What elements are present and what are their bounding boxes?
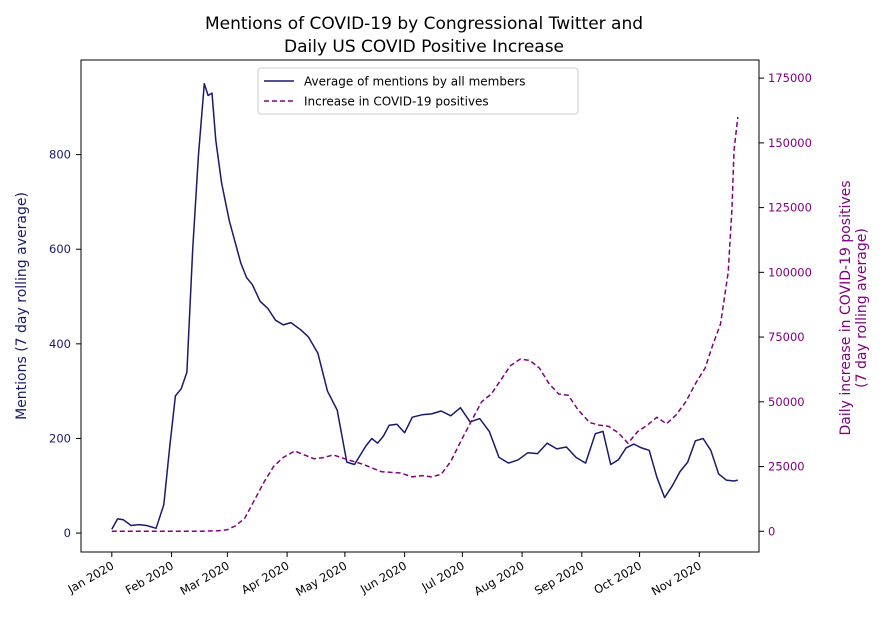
x-tick-label: Apr 2020 xyxy=(239,558,292,597)
series-lines xyxy=(111,82,739,533)
legend-box xyxy=(257,67,579,115)
chart-title-line-1: Mentions of COVID-19 by Congressional Tw… xyxy=(205,14,643,34)
legend-label-mentions: Average of mentions by all members xyxy=(304,75,526,89)
y-right-tick-label: 150000 xyxy=(768,136,812,150)
legend: Average of mentions by all members Incre… xyxy=(257,67,579,115)
y-left-tick-label: 0 xyxy=(64,526,71,540)
x-tick-label: Aug 2020 xyxy=(472,558,527,598)
series-line-mentions xyxy=(111,82,738,530)
y-left-tick-label: 800 xyxy=(49,148,71,162)
x-tick-label: May 2020 xyxy=(293,558,349,598)
x-tick-label: Jul 2020 xyxy=(418,558,466,594)
y-left-tick-label: 200 xyxy=(49,431,71,445)
y-axis-left: 0 200 400 600 800 xyxy=(49,148,81,540)
x-tick-label: Jun 2020 xyxy=(357,558,409,596)
y-left-tick-label: 600 xyxy=(49,242,71,256)
y-axis-right-label: Daily increase in COVID-19 positives (7 … xyxy=(838,180,870,435)
x-tick-label: Mar 2020 xyxy=(178,558,232,597)
chart-title: Mentions of COVID-19 by Congressional Tw… xyxy=(205,14,643,57)
x-tick-label: Oct 2020 xyxy=(591,558,644,597)
chart-title-line-2: Daily US COVID Positive Increase xyxy=(284,37,564,57)
plot-area xyxy=(80,59,760,553)
y-right-tick-label: 100000 xyxy=(768,265,812,279)
y-right-tick-label: 0 xyxy=(768,524,775,538)
y-axis-left-label: Mentions (7 day rolling average) xyxy=(14,192,30,420)
y-axis-right-label-line-1: Daily increase in COVID-19 positives xyxy=(838,180,854,435)
x-tick-label: Feb 2020 xyxy=(123,558,176,597)
y-axis-right: 0 25000 50000 75000 100000 125000 150000 175000 xyxy=(759,71,812,538)
x-tick-label: Sep 2020 xyxy=(532,558,586,597)
series-line-positives xyxy=(111,116,739,533)
x-tick-label: Nov 2020 xyxy=(649,558,704,598)
y-right-tick-label: 125000 xyxy=(768,201,812,215)
y-right-tick-label: 25000 xyxy=(768,460,805,474)
y-axis-right-label-line-2: (7 day rolling average) xyxy=(854,228,870,388)
y-left-tick-label: 400 xyxy=(49,337,71,351)
x-axis: Jan 2020 Feb 2020 Mar 2020 Apr 2020 May 2020… xyxy=(65,552,704,599)
y-right-tick-label: 50000 xyxy=(768,395,805,409)
y-right-tick-label: 75000 xyxy=(768,330,805,344)
legend-label-positives: Increase in COVID-19 positives xyxy=(304,95,489,109)
y-right-tick-label: 175000 xyxy=(768,71,812,85)
x-tick-label: Jan 2020 xyxy=(65,558,117,596)
